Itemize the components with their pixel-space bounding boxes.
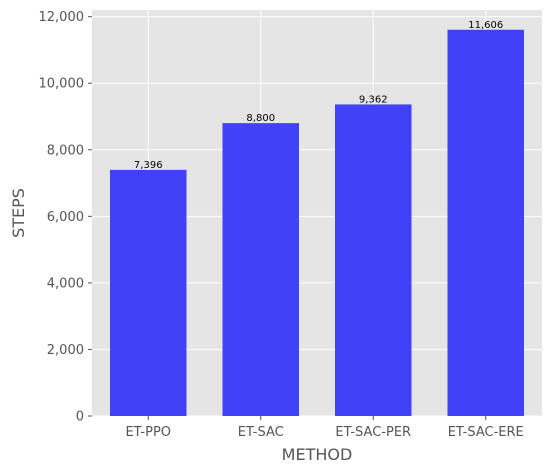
y-tick-label: 8,000: [47, 143, 84, 158]
x-tick-label: ET-PPO: [125, 425, 171, 440]
y-tick-label: 6,000: [47, 210, 84, 225]
bar-et-ppo: [110, 169, 187, 416]
y-tick-label: 0: [76, 410, 84, 425]
x-tick-label: ET-SAC-ERE: [448, 425, 524, 440]
y-tick-label: 12,000: [39, 10, 85, 25]
y-axis-title: STEPS: [9, 188, 28, 238]
x-tick-label: ET-SAC-PER: [335, 425, 411, 440]
bar-value-label: 8,800: [246, 113, 275, 124]
x-axis-ticks: ET-PPO ET-SAC ET-SAC-PER ET-SAC-ERE: [125, 416, 524, 440]
x-tick-label: ET-SAC: [238, 425, 284, 440]
y-axis-ticks: 0 2,000 4,000 6,000 8,000 10,000 12,000: [39, 10, 92, 425]
bar-et-sac-per: [335, 104, 412, 416]
y-tick-label: 4,000: [47, 276, 84, 291]
bar-value-label: 11,606: [468, 20, 503, 31]
bar-value-label: 7,396: [134, 160, 163, 171]
y-tick-label: 10,000: [39, 77, 85, 92]
data-labels: 7,396 8,800 9,362 11,606: [134, 20, 503, 171]
bar-et-sac: [222, 123, 299, 417]
x-axis-title: METHOD: [282, 445, 353, 464]
bar-et-sac-ere: [447, 29, 524, 416]
bars: [110, 29, 524, 417]
bar-value-label: 9,362: [359, 94, 388, 105]
y-tick-label: 2,000: [47, 343, 84, 358]
